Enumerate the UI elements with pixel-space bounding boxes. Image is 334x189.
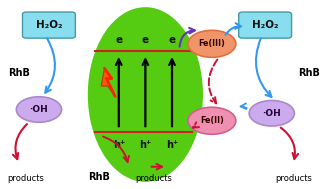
- Text: Fe(II): Fe(II): [200, 116, 224, 125]
- Polygon shape: [101, 68, 115, 96]
- Text: RhB: RhB: [88, 172, 110, 182]
- Text: h⁺: h⁺: [139, 140, 152, 150]
- Circle shape: [249, 101, 294, 126]
- Text: h⁺: h⁺: [113, 140, 125, 150]
- Circle shape: [188, 30, 236, 57]
- Text: e: e: [168, 35, 176, 45]
- Circle shape: [16, 97, 61, 122]
- Text: products: products: [275, 174, 312, 183]
- Text: products: products: [7, 174, 44, 183]
- Text: products: products: [135, 174, 172, 183]
- Circle shape: [188, 107, 236, 134]
- FancyBboxPatch shape: [239, 12, 292, 38]
- Text: h⁺: h⁺: [166, 140, 178, 150]
- Text: e: e: [142, 35, 149, 45]
- Text: Fe(III): Fe(III): [198, 39, 225, 48]
- Text: ·OH: ·OH: [30, 105, 48, 114]
- Text: ·OH: ·OH: [263, 109, 281, 118]
- Ellipse shape: [89, 8, 202, 181]
- Text: RhB: RhB: [8, 68, 30, 78]
- Text: H₂O₂: H₂O₂: [36, 20, 62, 30]
- FancyBboxPatch shape: [22, 12, 75, 38]
- Text: RhB: RhB: [298, 68, 320, 78]
- Text: H₂O₂: H₂O₂: [252, 20, 278, 30]
- Text: e: e: [115, 35, 122, 45]
